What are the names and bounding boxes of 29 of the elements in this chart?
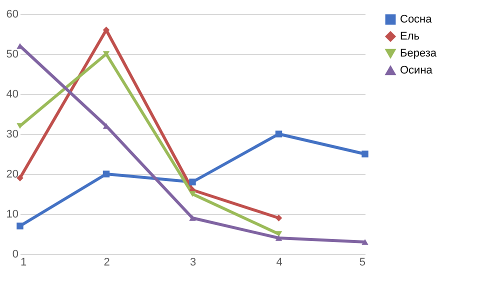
point (189, 215, 196, 221)
point (362, 150, 368, 158)
point (275, 214, 282, 222)
y-tick-label: 30 (6, 128, 18, 140)
point (275, 130, 282, 138)
legend-label: Сосна (400, 14, 433, 26)
point (102, 26, 110, 34)
y-tick-label: 10 (6, 208, 18, 220)
x-tick-label: 2 (104, 256, 110, 268)
point (275, 231, 282, 237)
point (362, 239, 368, 245)
y-tick-label: 50 (6, 48, 18, 60)
x-tick-label: 4 (276, 256, 282, 268)
x-tick-label: 3 (190, 256, 196, 268)
point (16, 222, 24, 230)
point (189, 191, 196, 197)
y-tick-label: 20 (6, 168, 18, 180)
y-tick-label: 40 (6, 88, 18, 100)
x-tick-label: 1 (20, 256, 27, 268)
legend-label: Ель (400, 30, 420, 42)
legend-label: Береза (400, 48, 438, 60)
point (102, 51, 110, 57)
y-tick-label: 0 (12, 248, 18, 260)
point (189, 178, 196, 186)
point (102, 170, 110, 178)
x-tick-label: 5 (359, 256, 366, 268)
legend-label: Осина (400, 64, 434, 76)
y-tick-label: 60 (6, 8, 18, 20)
point (275, 235, 282, 241)
